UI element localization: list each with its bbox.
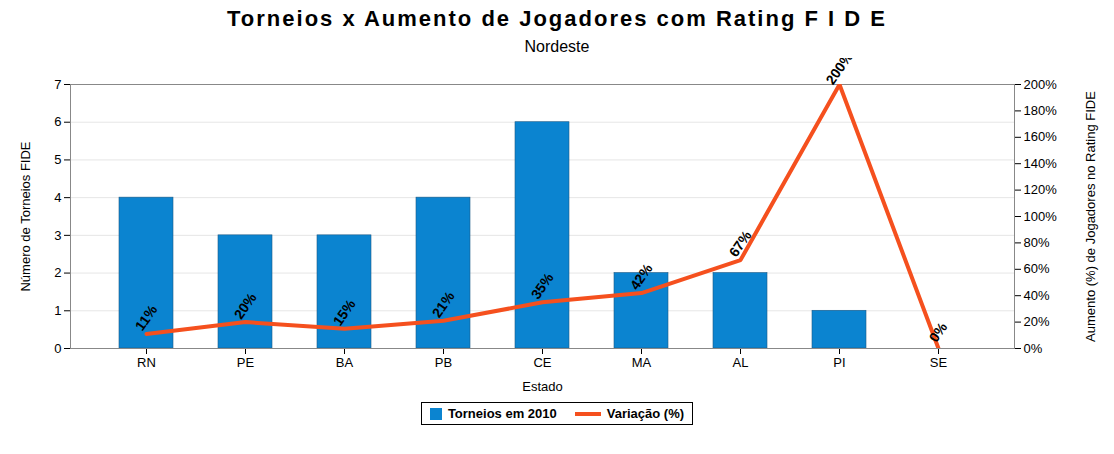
svg-text:11%: 11% bbox=[132, 301, 161, 333]
svg-text:80%: 80% bbox=[1024, 235, 1050, 250]
svg-text:42%: 42% bbox=[626, 260, 655, 293]
svg-text:180%: 180% bbox=[1024, 103, 1058, 118]
html-text:Torneios em 2010: Torneios em 2010 bbox=[447, 406, 557, 421]
svg-text:1: 1 bbox=[54, 303, 61, 318]
svg-text:20%: 20% bbox=[230, 289, 259, 322]
svg-text:CE: CE bbox=[533, 355, 551, 370]
svg-text:140%: 140% bbox=[1024, 156, 1058, 171]
svg-text:PB: PB bbox=[435, 355, 452, 370]
svg-text:100%: 100% bbox=[1024, 209, 1058, 224]
svg-text:7: 7 bbox=[54, 77, 61, 92]
svg-text:0%: 0% bbox=[1024, 341, 1043, 356]
svg-text:0: 0 bbox=[54, 341, 61, 356]
svg-text:0%: 0% bbox=[926, 319, 951, 345]
svg-text:MA: MA bbox=[632, 355, 652, 370]
svg-text:RN: RN bbox=[137, 355, 156, 370]
svg-text:200%: 200% bbox=[1024, 77, 1058, 92]
svg-text:200%: 200% bbox=[822, 58, 856, 87]
svg-text:120%: 120% bbox=[1024, 182, 1058, 197]
svg-text:AL: AL bbox=[733, 355, 749, 370]
svg-text:3: 3 bbox=[54, 228, 61, 243]
svg-text:BA: BA bbox=[336, 355, 354, 370]
svg-text:20%: 20% bbox=[1024, 314, 1050, 329]
svg-text:21%: 21% bbox=[428, 288, 457, 321]
svg-text:6: 6 bbox=[54, 114, 61, 129]
html-text:Variação (%): Variação (%) bbox=[606, 406, 685, 421]
html-text:Torneios x Aumento de Jogadore: Torneios x Aumento de Jogadores com Rati… bbox=[227, 6, 887, 31]
svg-text:160%: 160% bbox=[1024, 129, 1058, 144]
svg-text:2: 2 bbox=[54, 265, 61, 280]
svg-text:5: 5 bbox=[54, 152, 61, 167]
html-text:Nordeste: Nordeste bbox=[524, 38, 590, 55]
svg-text:60%: 60% bbox=[1024, 261, 1050, 276]
svg-text:35%: 35% bbox=[527, 269, 556, 302]
svg-text:4: 4 bbox=[54, 190, 61, 205]
svg-text:Número de Torneios FIDE: Número de Torneios FIDE bbox=[18, 141, 33, 291]
svg-text:PE: PE bbox=[237, 355, 255, 370]
svg-text:Aumento (%) de Jogadores no Ra: Aumento (%) de Jogadores no Rating FIDE bbox=[1083, 91, 1098, 342]
svg-text:SE: SE bbox=[930, 355, 948, 370]
svg-text:15%: 15% bbox=[329, 296, 358, 329]
svg-text:PI: PI bbox=[833, 355, 845, 370]
svg-text:Estado: Estado bbox=[522, 379, 562, 394]
svg-text:67%: 67% bbox=[725, 227, 754, 260]
svg-text:40%: 40% bbox=[1024, 288, 1050, 303]
